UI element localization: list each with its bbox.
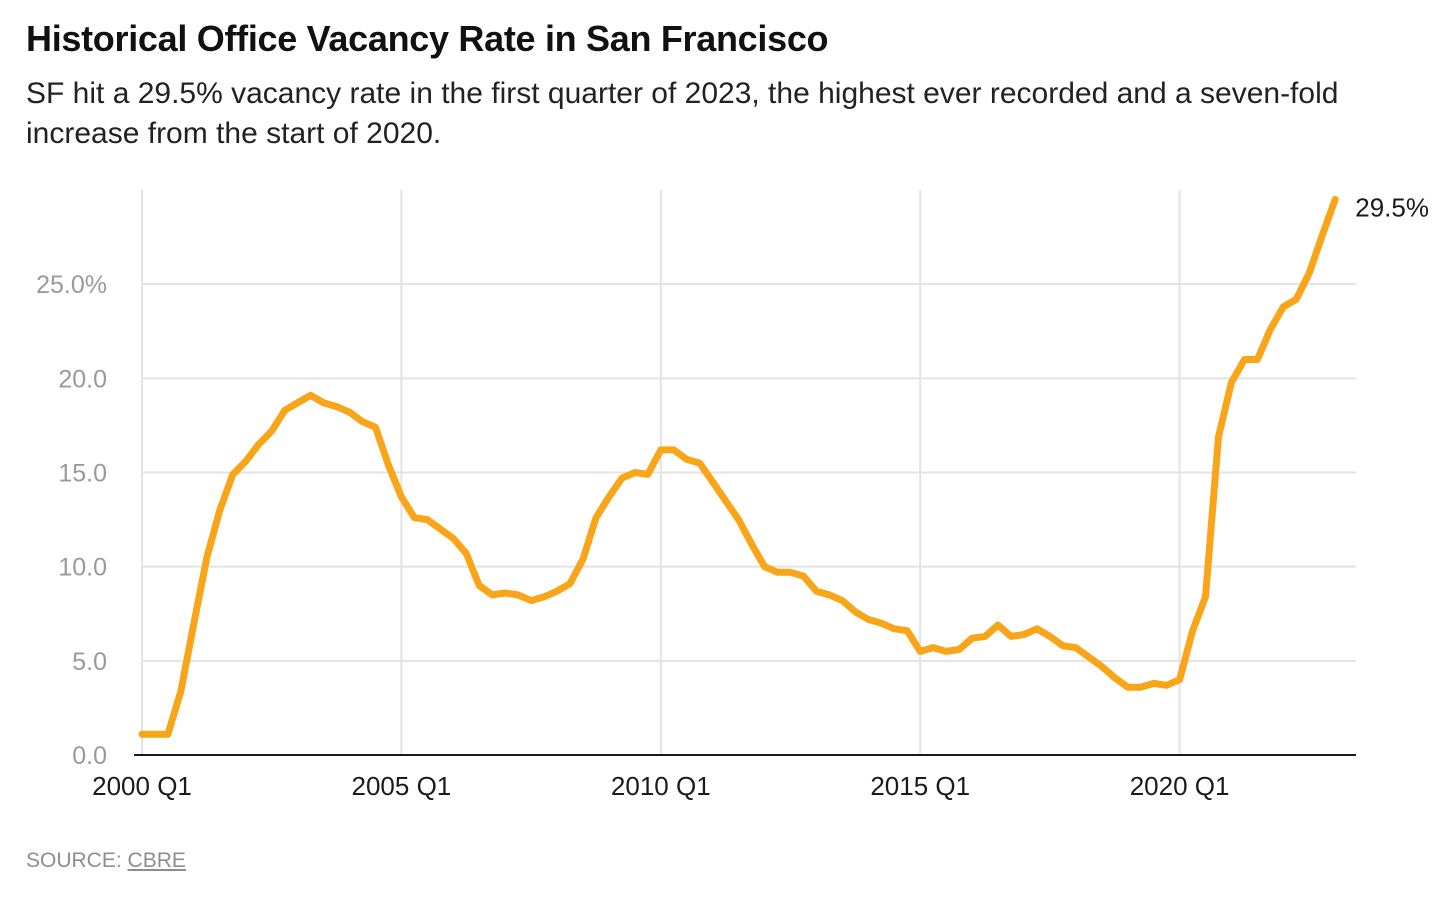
y-gridlines	[142, 283, 1356, 662]
x-tick-label: 2000 Q1	[92, 771, 192, 801]
y-tick-label: 25.0%	[36, 271, 107, 299]
source-label: SOURCE:	[26, 849, 122, 872]
end-value-label: 29.5%	[1355, 192, 1429, 222]
line-chart: 0.05.010.015.020.025.0% 2000 Q1 2005 Q1 20…	[36, 190, 1429, 801]
x-tick-label: 2020 Q1	[1130, 771, 1230, 801]
x-tick-label: 2005 Q1	[352, 771, 452, 801]
series-group	[138, 195, 1339, 738]
y-axis-tick-labels: 0.0 5.0 10.0 15.0 20.0 25.0%	[36, 271, 107, 770]
y-tick-label: 10.0	[58, 554, 107, 582]
chart-title: Historical Office Vacancy Rate in San Fr…	[26, 18, 829, 59]
y-tick-label: 20.0	[58, 365, 107, 393]
x-axis-tick-labels: 2000 Q1 2005 Q1 2010 Q1 2015 Q1 2020 Q1	[92, 771, 1229, 801]
x-tick-label: 2015 Q1	[870, 771, 970, 801]
source-link[interactable]: CBRE	[127, 849, 186, 872]
x-gridlines	[141, 190, 1181, 755]
source-note: SOURCE: CBRE	[26, 849, 186, 873]
x-tick-label: 2010 Q1	[611, 771, 711, 801]
series-line	[138, 195, 1339, 738]
y-tick-label: 15.0	[58, 460, 107, 488]
chart-subtitle: SF hit a 29.5% vacancy rate in the first…	[26, 77, 1339, 150]
y-tick-label: 5.0	[72, 648, 107, 676]
y-tick-label: 0.0	[72, 742, 107, 770]
